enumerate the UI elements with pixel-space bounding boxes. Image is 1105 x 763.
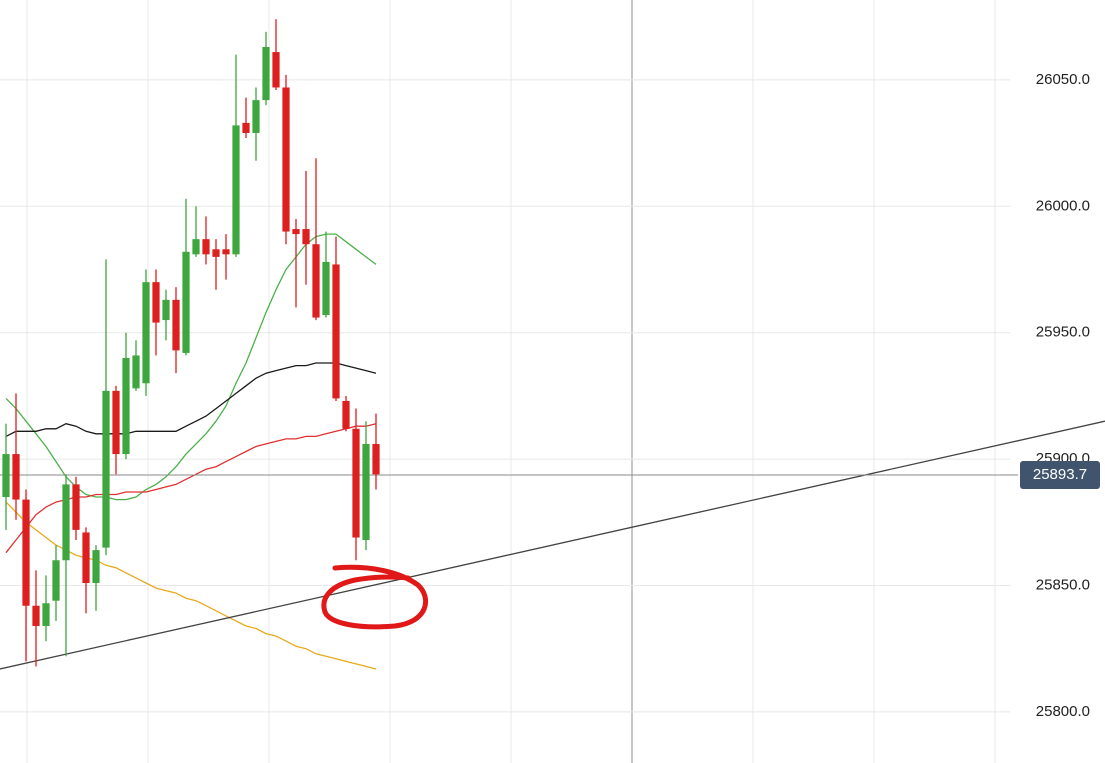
trend-line: [0, 420, 1105, 670]
candle-body: [132, 355, 140, 389]
candle-body: [242, 122, 250, 133]
candle-body: [162, 299, 170, 321]
candle-body: [262, 47, 270, 101]
candle-body: [22, 499, 30, 606]
candle-body: [122, 357, 130, 455]
candle-body: [202, 239, 210, 255]
candle-body: [222, 249, 230, 255]
candle-body: [362, 443, 370, 541]
y-tick-label: 26050.0: [1036, 71, 1090, 88]
candle-body: [12, 454, 20, 500]
candle-body: [62, 484, 70, 561]
candle-body: [312, 244, 320, 318]
candle-body: [152, 282, 160, 323]
candle-body: [332, 264, 340, 399]
candle-body: [342, 400, 350, 429]
candle-body: [322, 261, 330, 316]
candle-body: [172, 299, 180, 351]
candle-body: [72, 484, 80, 530]
last-price-label: 25893.7: [1033, 466, 1087, 483]
candle-body: [102, 390, 110, 548]
candle-body: [252, 100, 260, 133]
candle-body: [192, 239, 200, 255]
moving-average: [5, 423, 377, 554]
moving-average: [5, 233, 377, 501]
candle-body: [52, 560, 60, 601]
candle-body: [92, 550, 100, 583]
candle-body: [2, 454, 10, 498]
y-tick-label: 26000.0: [1036, 197, 1090, 214]
candle-body: [32, 605, 40, 626]
candle-body: [302, 229, 310, 245]
candle-body: [142, 282, 150, 384]
y-tick-label: 25950.0: [1036, 324, 1090, 341]
candle-body: [372, 443, 380, 475]
last-price-box: [1020, 461, 1100, 490]
candle-body: [272, 52, 280, 88]
candle-body: [112, 390, 120, 455]
candle-body: [42, 603, 50, 626]
candle-body: [232, 125, 240, 255]
candle-body: [352, 428, 360, 538]
y-tick-label: 25850.0: [1036, 576, 1090, 593]
candle-body: [82, 532, 90, 583]
candle-body: [282, 87, 290, 232]
candle-body: [212, 249, 220, 257]
candle-body: [182, 251, 190, 353]
candle-body: [292, 229, 300, 235]
hand-drawn-circle: [321, 564, 429, 630]
y-tick-label: 25800.0: [1036, 703, 1090, 720]
moving-average: [5, 362, 377, 437]
